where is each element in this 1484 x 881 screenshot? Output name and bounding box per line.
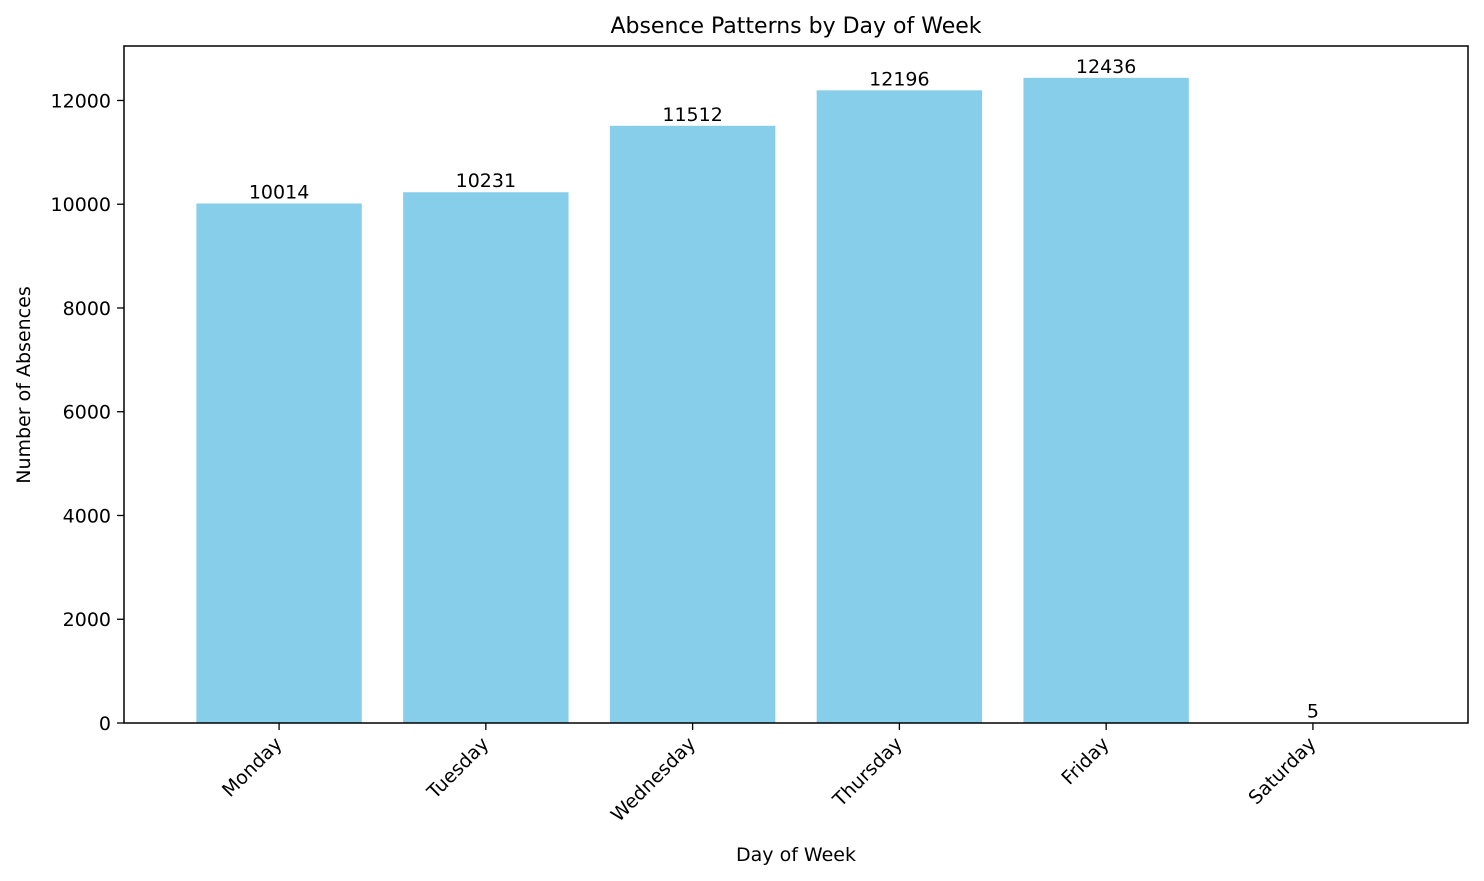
bar-wednesday xyxy=(609,125,776,724)
y-axis: 0 2000 4000 6000 8000 10000 12000 xyxy=(51,90,124,735)
y-tick-label-12000: 12000 xyxy=(51,90,111,112)
bar-monday xyxy=(196,203,362,724)
x-tick-label-saturday: Saturday xyxy=(1244,733,1320,809)
data-label-wednesday: 11512 xyxy=(662,104,722,126)
y-tick-label-10000: 10000 xyxy=(51,194,111,216)
x-axis-label: Day of Week xyxy=(736,844,856,866)
data-label-friday: 12436 xyxy=(1076,56,1136,78)
y-tick-label-0: 0 xyxy=(99,713,111,735)
x-tick-label-thursday: Thursday xyxy=(828,733,907,812)
chart-title: Absence Patterns by Day of Week xyxy=(610,14,981,39)
data-label-tuesday: 10231 xyxy=(456,170,516,192)
x-tick-label-wednesday: Wednesday xyxy=(607,733,700,826)
data-label-thursday: 12196 xyxy=(869,68,929,90)
y-axis-label: Number of Absences xyxy=(13,286,35,483)
x-tick-label-friday: Friday xyxy=(1057,733,1113,789)
bar-thursday xyxy=(816,90,983,724)
bar-tuesday xyxy=(403,192,569,723)
x-tick-label-monday: Monday xyxy=(218,733,287,802)
y-tick-label-4000: 4000 xyxy=(63,505,111,527)
y-tick-label-6000: 6000 xyxy=(63,402,111,424)
plot-frame xyxy=(123,45,1469,724)
y-tick-label-2000: 2000 xyxy=(63,609,111,631)
data-label-saturday: 5 xyxy=(1307,701,1319,723)
x-tick-label-tuesday: Tuesday xyxy=(422,733,493,804)
y-tick-label-8000: 8000 xyxy=(63,298,111,320)
bars-layer xyxy=(196,77,1396,724)
data-label-monday: 10014 xyxy=(249,181,309,203)
bar-friday xyxy=(1023,77,1189,723)
x-axis: Monday Tuesday Wednesday Thursday Friday Satu… xyxy=(218,723,1320,826)
data-labels-layer: 10014 10231 11512 12196 12436 5 xyxy=(249,56,1319,723)
